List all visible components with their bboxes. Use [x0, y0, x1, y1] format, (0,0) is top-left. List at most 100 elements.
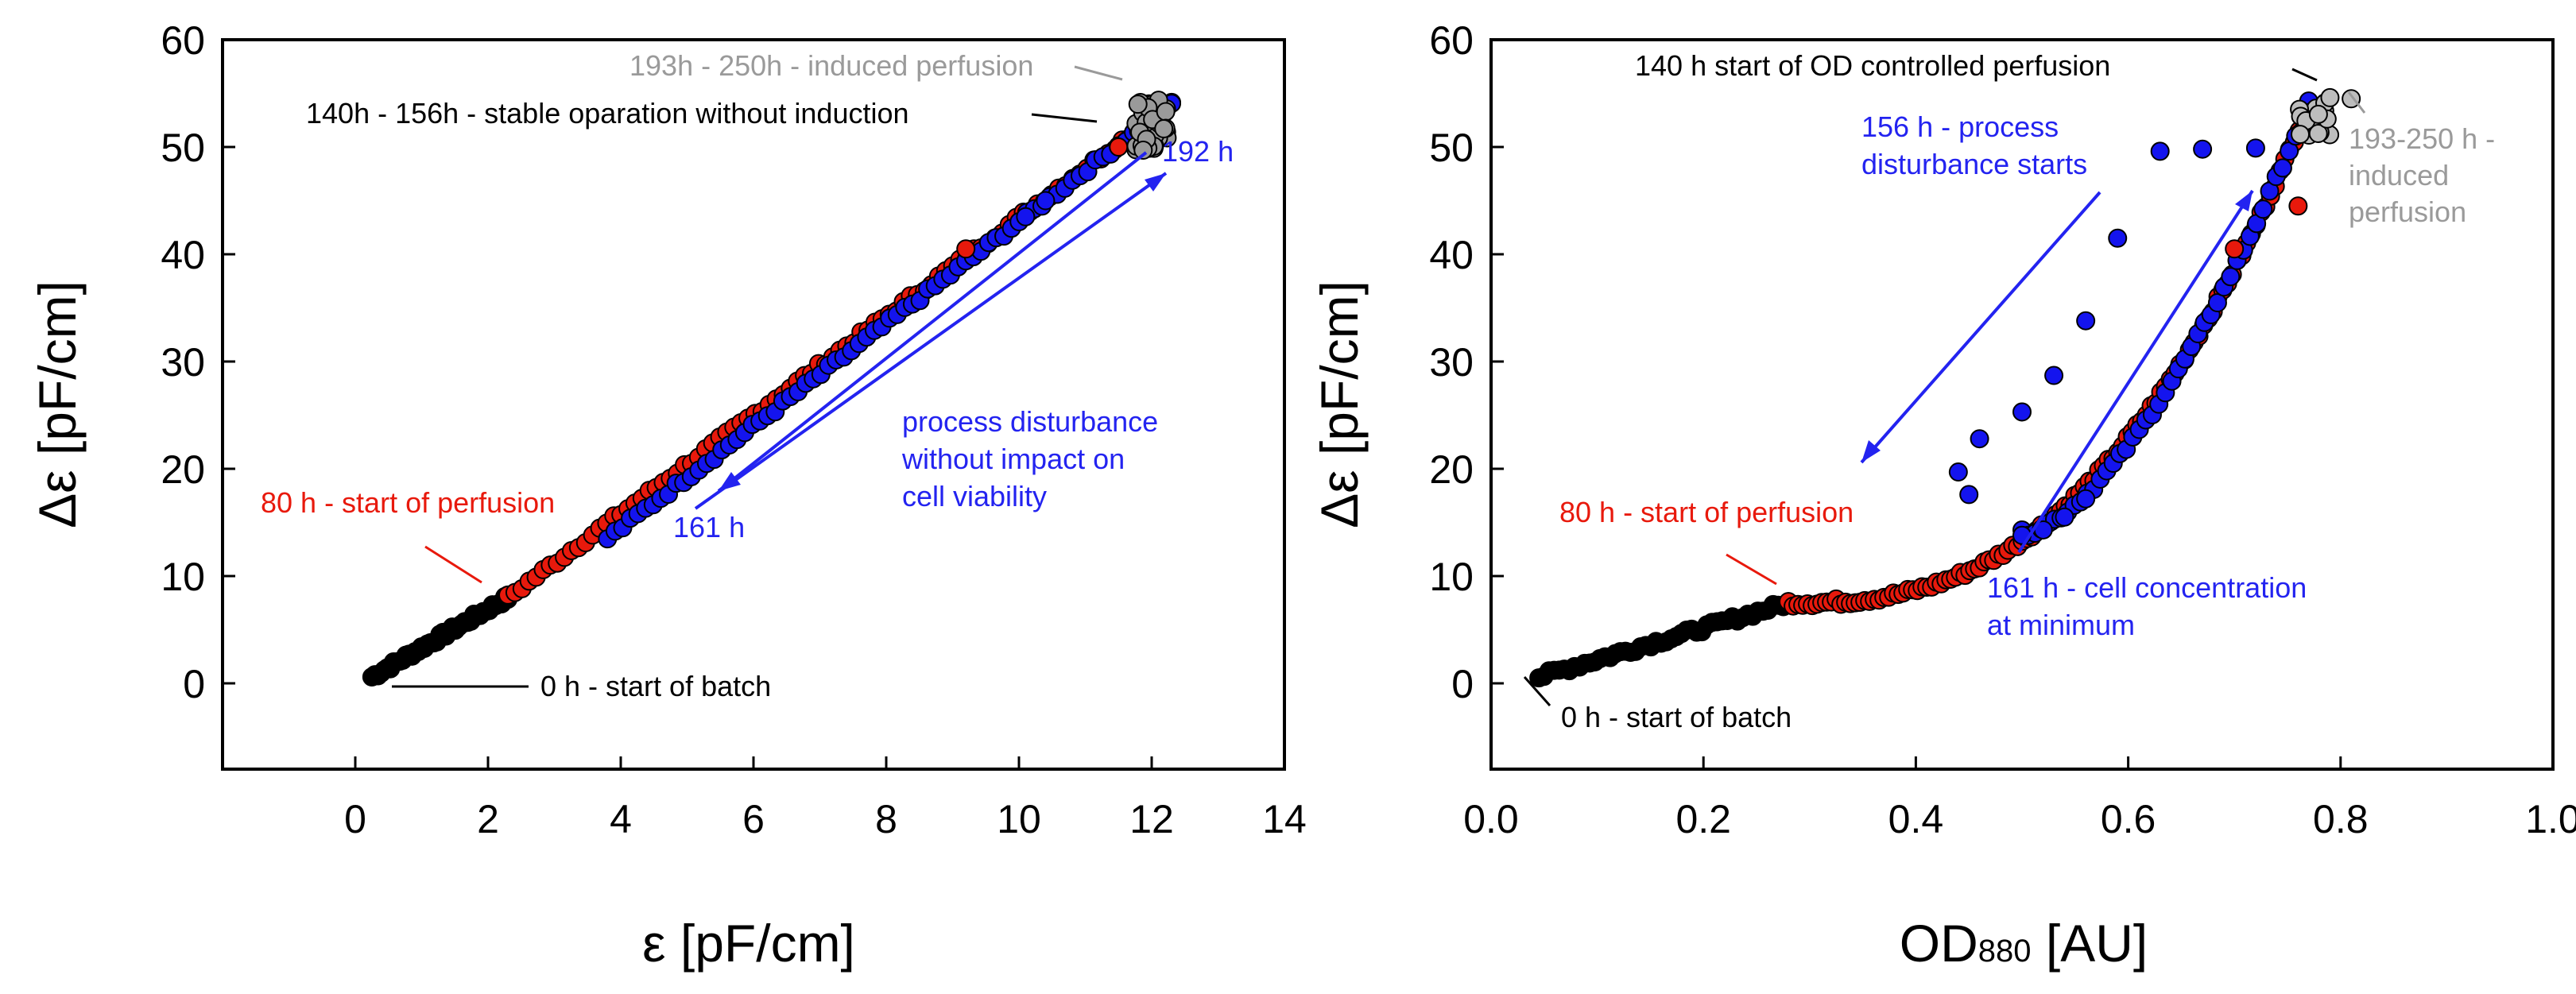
data-point: [1016, 207, 1036, 226]
y-tick-label: 0: [1451, 662, 1474, 706]
x-tick-labels: 0 2 4 6 8 10 12 14: [344, 797, 1307, 841]
arrow-up-192h: [694, 172, 1168, 510]
x-tick-label: 0.8: [2313, 797, 2369, 841]
x-tick-label: 0: [344, 797, 366, 841]
data-point: [2291, 125, 2311, 145]
annotations: 193h - 250h - induced perfusion 140h - 1…: [261, 49, 1234, 702]
leader-193h: [1074, 65, 1123, 81]
data-point: [1959, 485, 1979, 505]
y-tick-label: 30: [1429, 340, 1474, 385]
arrowhead-156h: [1861, 440, 1881, 462]
annotation-156h-1: 156 h - process: [1861, 110, 2059, 143]
plot-frame: [1489, 38, 2555, 771]
data-point: [2245, 138, 2265, 158]
y-tick-label: 10: [161, 555, 205, 599]
data-point: [2044, 365, 2064, 385]
chart-right: 0.0 0.2 0.4 0.6 0.8 1.0 0 10 20 30 40 50 60 140 h s…: [1310, 18, 2576, 973]
leader-80h: [424, 545, 482, 584]
data-point: [2308, 104, 2328, 124]
y-tick-label: 50: [161, 126, 205, 170]
data-points: [1529, 87, 2361, 688]
chart-left: 0 2 4 6 8 10 12 14 0 10 20 30 40 50 60 193h - 250h - …: [28, 18, 1307, 973]
data-point: [2320, 87, 2340, 107]
data-point: [1970, 429, 1989, 449]
annotation-193h-1: 193-250 h -: [2349, 122, 2495, 155]
data-points: [362, 91, 1182, 687]
annotation-disturbance-2: without impact on: [901, 443, 1125, 475]
annotation-193h: 193h - 250h - induced perfusion: [629, 49, 1033, 82]
data-point: [2272, 158, 2292, 178]
data-point: [1128, 95, 1148, 114]
x-axis-title-sub: 880: [1978, 934, 2032, 969]
x-tick-label: 6: [742, 797, 765, 841]
y-tick-labels: 0 10 20 30 40 50 60: [161, 18, 205, 706]
y-tick-labels: 0 10 20 30 40 50 60: [1429, 18, 1474, 706]
x-axis-title: ε [pF/cm]: [642, 914, 855, 973]
data-point: [2253, 199, 2273, 219]
annotation-0h: 0 h - start of batch: [540, 670, 771, 702]
annotation-161h-1: 161 h - cell concentration: [1987, 571, 2307, 604]
annotation-lines: [1523, 68, 2366, 706]
arrowhead-161h: [2235, 191, 2253, 211]
data-point: [956, 239, 976, 259]
data-point: [2288, 196, 2308, 216]
x-axis-title: OD880 [AU]: [1900, 914, 2148, 973]
data-point: [2108, 228, 2128, 248]
x-tick-label: 12: [1129, 797, 1174, 841]
annotation-140h: 140 h start of OD controlled perfusion: [1635, 49, 2110, 82]
y-tick-label: 20: [1429, 447, 1474, 492]
arrow-down-161h: [717, 151, 1148, 493]
x-tick-label: 10: [997, 797, 1041, 841]
data-point: [2076, 311, 2096, 331]
x-tick-label: 0.2: [1675, 797, 1731, 841]
arrow-up-161h: [2017, 189, 2254, 554]
y-axis-title: Δε [pF/cm]: [1310, 280, 1369, 528]
y-tick-label: 20: [161, 447, 205, 492]
data-point: [1948, 462, 1968, 482]
annotation-156h-2: disturbance starts: [1861, 148, 2087, 180]
data-point: [2150, 141, 2170, 161]
x-tick-label: 4: [610, 797, 632, 841]
leader-140h: [1031, 113, 1098, 123]
arrow-down-156h: [1860, 191, 2101, 464]
data-point: [2055, 507, 2074, 527]
y-tick-label: 30: [161, 340, 205, 385]
data-point: [2207, 293, 2227, 313]
annotation-disturbance-3: cell viability: [902, 480, 1047, 512]
arrowhead-192h: [1145, 173, 1166, 191]
annotation-193h-2: induced: [2349, 159, 2449, 191]
x-tick-label: 8: [875, 797, 897, 841]
y-tick-label: 10: [1429, 555, 1474, 599]
annotation-lines: [392, 65, 1168, 688]
annotation-140h: 140h - 156h - stable oparation without i…: [306, 97, 909, 130]
annotation-161h-2: at minimum: [1987, 609, 2135, 641]
annotation-193h-3: perfusion: [2349, 195, 2466, 228]
leader-140h: [2291, 68, 2318, 82]
y-tick-label: 0: [183, 662, 205, 706]
leader-193h: [2347, 91, 2366, 114]
tick-marks: [1489, 38, 2555, 769]
annotation-80h: 80 h - start of perfusion: [261, 486, 555, 519]
annotations: 140 h start of OD controlled perfusion 1…: [1559, 49, 2495, 733]
y-tick-label: 60: [1429, 18, 1474, 63]
y-axis-title: Δε [pF/cm]: [28, 280, 87, 528]
x-tick-label: 0.0: [1463, 797, 1519, 841]
data-point: [2076, 489, 2096, 509]
y-tick-label: 60: [161, 18, 205, 63]
arrowhead-161h: [719, 472, 741, 491]
x-tick-label: 0.4: [1888, 797, 1944, 841]
annotation-disturbance-1: process disturbance: [902, 405, 1158, 438]
annotation-161h: 161 h: [673, 511, 745, 543]
data-point: [2012, 402, 2032, 422]
x-tick-label: 1.0: [2525, 797, 2576, 841]
x-tick-label: 14: [1262, 797, 1307, 841]
x-axis-title-main: OD: [1900, 914, 1978, 973]
x-tick-label: 0.6: [2101, 797, 2156, 841]
data-point: [2221, 267, 2241, 287]
data-point: [1154, 119, 1174, 139]
annotation-0h: 0 h - start of batch: [1561, 701, 1792, 733]
data-point: [1036, 191, 1056, 211]
data-point: [2225, 239, 2245, 259]
y-tick-label: 40: [1429, 233, 1474, 277]
